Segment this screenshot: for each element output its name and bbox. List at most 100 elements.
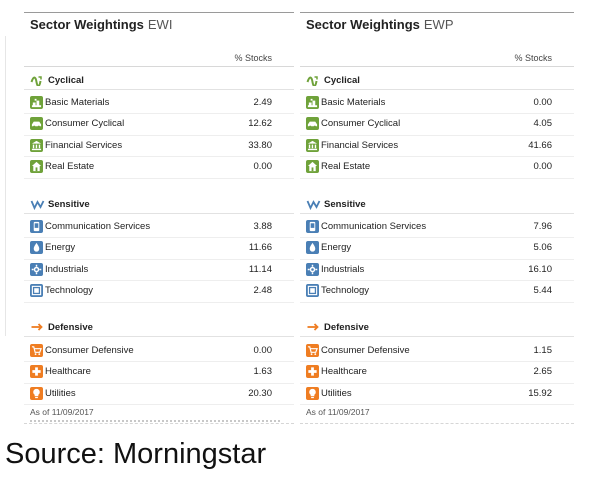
source-caption: Source: Morningstar	[5, 438, 267, 470]
group-divider	[24, 336, 294, 337]
sector-label: Industrials	[45, 263, 89, 275]
sector-row: Healthcare 2.65	[300, 363, 574, 384]
sector-row: Utilities 20.30	[24, 384, 294, 405]
consumer-cyclical-icon	[306, 117, 319, 130]
group-label: Sensitive	[48, 198, 90, 210]
group-header-cyclical: Cyclical	[30, 73, 84, 87]
consumer-cyclical-icon	[30, 117, 43, 130]
sector-value: 41.66	[528, 139, 552, 151]
industrials-icon	[30, 262, 43, 276]
sensitive-icon	[306, 200, 321, 210]
sector-label: Communication Services	[45, 220, 151, 232]
sector-value: 0.00	[533, 161, 553, 172]
financial-services-icon	[306, 138, 319, 152]
sector-value: 0.00	[533, 96, 553, 108]
sector-row: Industrials 16.10	[300, 260, 574, 281]
defensive-icon	[31, 323, 43, 331]
sector-value: 5.06	[533, 242, 553, 253]
column-header-stocks: % Stocks	[514, 53, 552, 63]
group-divider	[300, 213, 574, 214]
sector-value: 3.88	[253, 220, 273, 232]
panel-title-text: Sector Weightings	[306, 17, 420, 32]
healthcare-icon	[30, 365, 43, 378]
sector-label: Basic Materials	[321, 96, 386, 108]
technology-icon	[306, 284, 319, 297]
sector-label: Healthcare	[321, 366, 367, 377]
sensitive-icon	[30, 200, 45, 210]
sector-row: Utilities 15.92	[300, 384, 574, 405]
energy-icon	[306, 241, 319, 254]
sector-value: 1.15	[533, 344, 553, 356]
sector-row: Energy 11.66	[24, 239, 294, 260]
sector-label: Basic Materials	[45, 96, 110, 108]
sector-label: Technology	[321, 285, 370, 296]
panel-title: Sector Weightings EWI	[30, 17, 172, 32]
sector-value: 1.63	[253, 366, 273, 377]
sector-row: Industrials 11.14	[24, 260, 294, 281]
utilities-icon	[306, 386, 319, 400]
panel-ticker: EWP	[423, 17, 454, 32]
sector-row: Real Estate 0.00	[24, 158, 294, 179]
sector-value: 15.92	[528, 387, 552, 399]
defensive-icon	[307, 323, 319, 331]
sector-value: 0.00	[253, 161, 273, 172]
group-divider	[24, 213, 294, 214]
sector-value: 11.14	[248, 263, 272, 275]
sector-label: Healthcare	[45, 366, 91, 377]
group-label: Sensitive	[324, 198, 366, 210]
group-header-sensitive: Sensitive	[306, 197, 366, 211]
basic-materials-icon	[30, 95, 43, 109]
group-label: Defensive	[48, 321, 93, 333]
sector-row: Communication Services 3.88	[24, 217, 294, 238]
group-divider	[24, 89, 294, 90]
sector-label: Consumer Defensive	[45, 344, 134, 356]
sector-row: Real Estate 0.00	[300, 158, 574, 179]
header-divider	[300, 66, 574, 67]
financial-services-icon	[30, 138, 43, 152]
sector-row: Consumer Cyclical 12.62	[24, 115, 294, 136]
sector-label: Energy	[321, 242, 352, 253]
sector-row: Technology 5.44	[300, 282, 574, 303]
communication-services-icon	[30, 219, 43, 233]
header-divider	[24, 66, 294, 67]
sector-label: Consumer Defensive	[321, 344, 410, 356]
group-header-sensitive: Sensitive	[30, 197, 90, 211]
sector-row: Energy 5.06	[300, 239, 574, 260]
truncated-footnote	[30, 420, 280, 423]
communication-services-icon	[306, 219, 319, 233]
sector-value: 16.10	[528, 263, 552, 275]
real-estate-icon	[30, 160, 43, 173]
sector-row: Technology 2.48	[24, 282, 294, 303]
sector-label: Consumer Cyclical	[45, 118, 125, 129]
cyclical-icon	[306, 76, 318, 86]
sector-weightings-panel-ewp: Sector Weightings EWP % Stocks Cyclical Ba…	[300, 12, 574, 424]
sector-label: Consumer Cyclical	[321, 118, 401, 129]
consumer-defensive-icon	[306, 343, 319, 357]
sector-value: 11.66	[248, 242, 272, 253]
utilities-icon	[30, 386, 43, 400]
basic-materials-icon	[306, 95, 319, 109]
sector-label: Utilities	[45, 387, 76, 399]
consumer-defensive-icon	[30, 343, 43, 357]
sector-row: Consumer Defensive 0.00	[24, 341, 294, 362]
as-of-date: As of 11/09/2017	[306, 407, 370, 417]
sector-label: Real Estate	[45, 161, 95, 172]
panel-ticker: EWI	[147, 17, 173, 32]
sector-value: 12.62	[248, 118, 272, 129]
as-of-date: As of 11/09/2017	[30, 407, 94, 417]
group-divider	[300, 89, 574, 90]
sector-value: 0.00	[253, 344, 273, 356]
sector-row: Communication Services 7.96	[300, 217, 574, 238]
sector-label: Utilities	[321, 387, 352, 399]
sector-row: Consumer Cyclical 4.05	[300, 115, 574, 136]
sector-label: Financial Services	[45, 139, 123, 151]
industrials-icon	[306, 262, 319, 276]
panel-title: Sector Weightings EWP	[306, 17, 454, 32]
sector-row: Healthcare 1.63	[24, 363, 294, 384]
sector-value: 2.49	[253, 96, 273, 108]
sector-label: Industrials	[321, 263, 365, 275]
technology-icon	[30, 284, 43, 297]
sector-value: 33.80	[248, 139, 272, 151]
group-label: Cyclical	[48, 74, 84, 86]
group-divider	[300, 336, 574, 337]
